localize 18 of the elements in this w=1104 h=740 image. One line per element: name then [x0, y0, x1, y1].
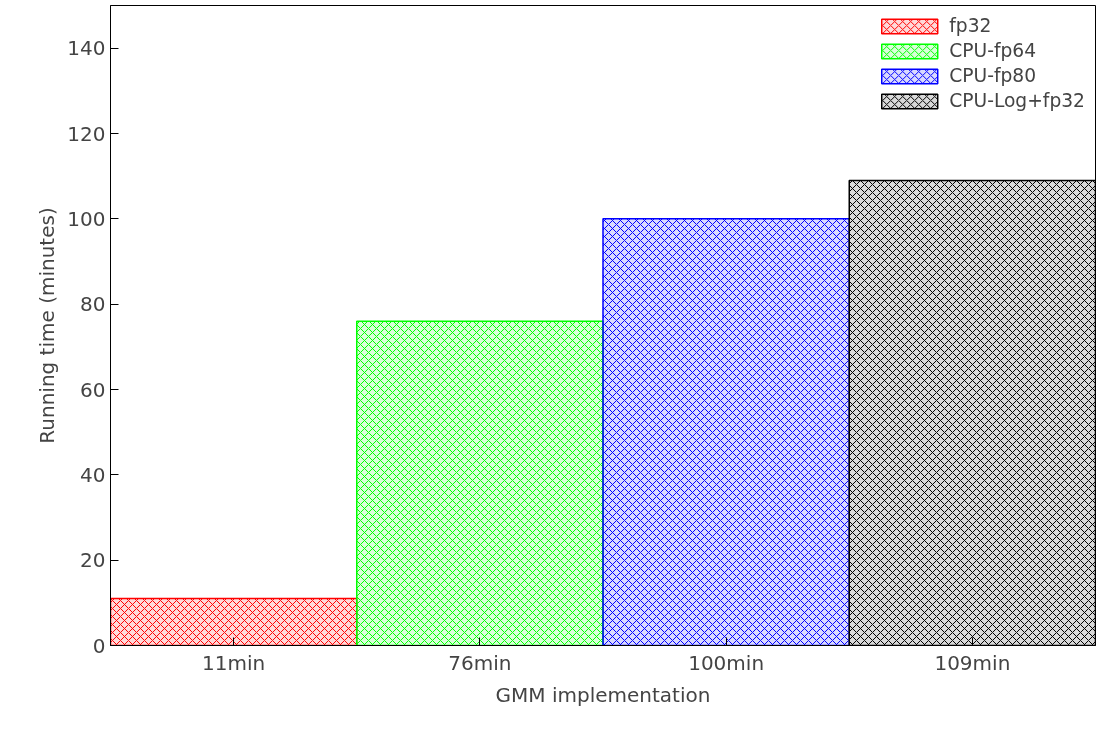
y-tick-label: 120	[67, 121, 106, 146]
x-tick-label: 100min	[688, 650, 765, 675]
x-axis-title: GMM implementation	[495, 682, 711, 707]
y-tick-label: 60	[80, 377, 106, 402]
x-tick-label: 109min	[934, 650, 1011, 675]
x-tick-label: 76min	[448, 650, 512, 675]
x-tick-label: 11min	[202, 650, 266, 675]
legend-label: CPU-fp64	[949, 40, 1037, 61]
legend-label: fp32	[949, 15, 992, 36]
y-tick-label: 100	[67, 206, 106, 231]
y-axis-title: Running time (minutes)	[35, 207, 60, 444]
legend-label: CPU-fp80	[949, 65, 1037, 86]
y-tick-label: 20	[80, 548, 106, 573]
y-tick-label: 80	[80, 292, 106, 317]
y-tick-label: 0	[92, 633, 106, 658]
y-tick-label: 140	[67, 36, 106, 61]
legend-label: CPU-Log+fp32	[949, 90, 1085, 111]
y-tick-label: 40	[80, 462, 106, 487]
